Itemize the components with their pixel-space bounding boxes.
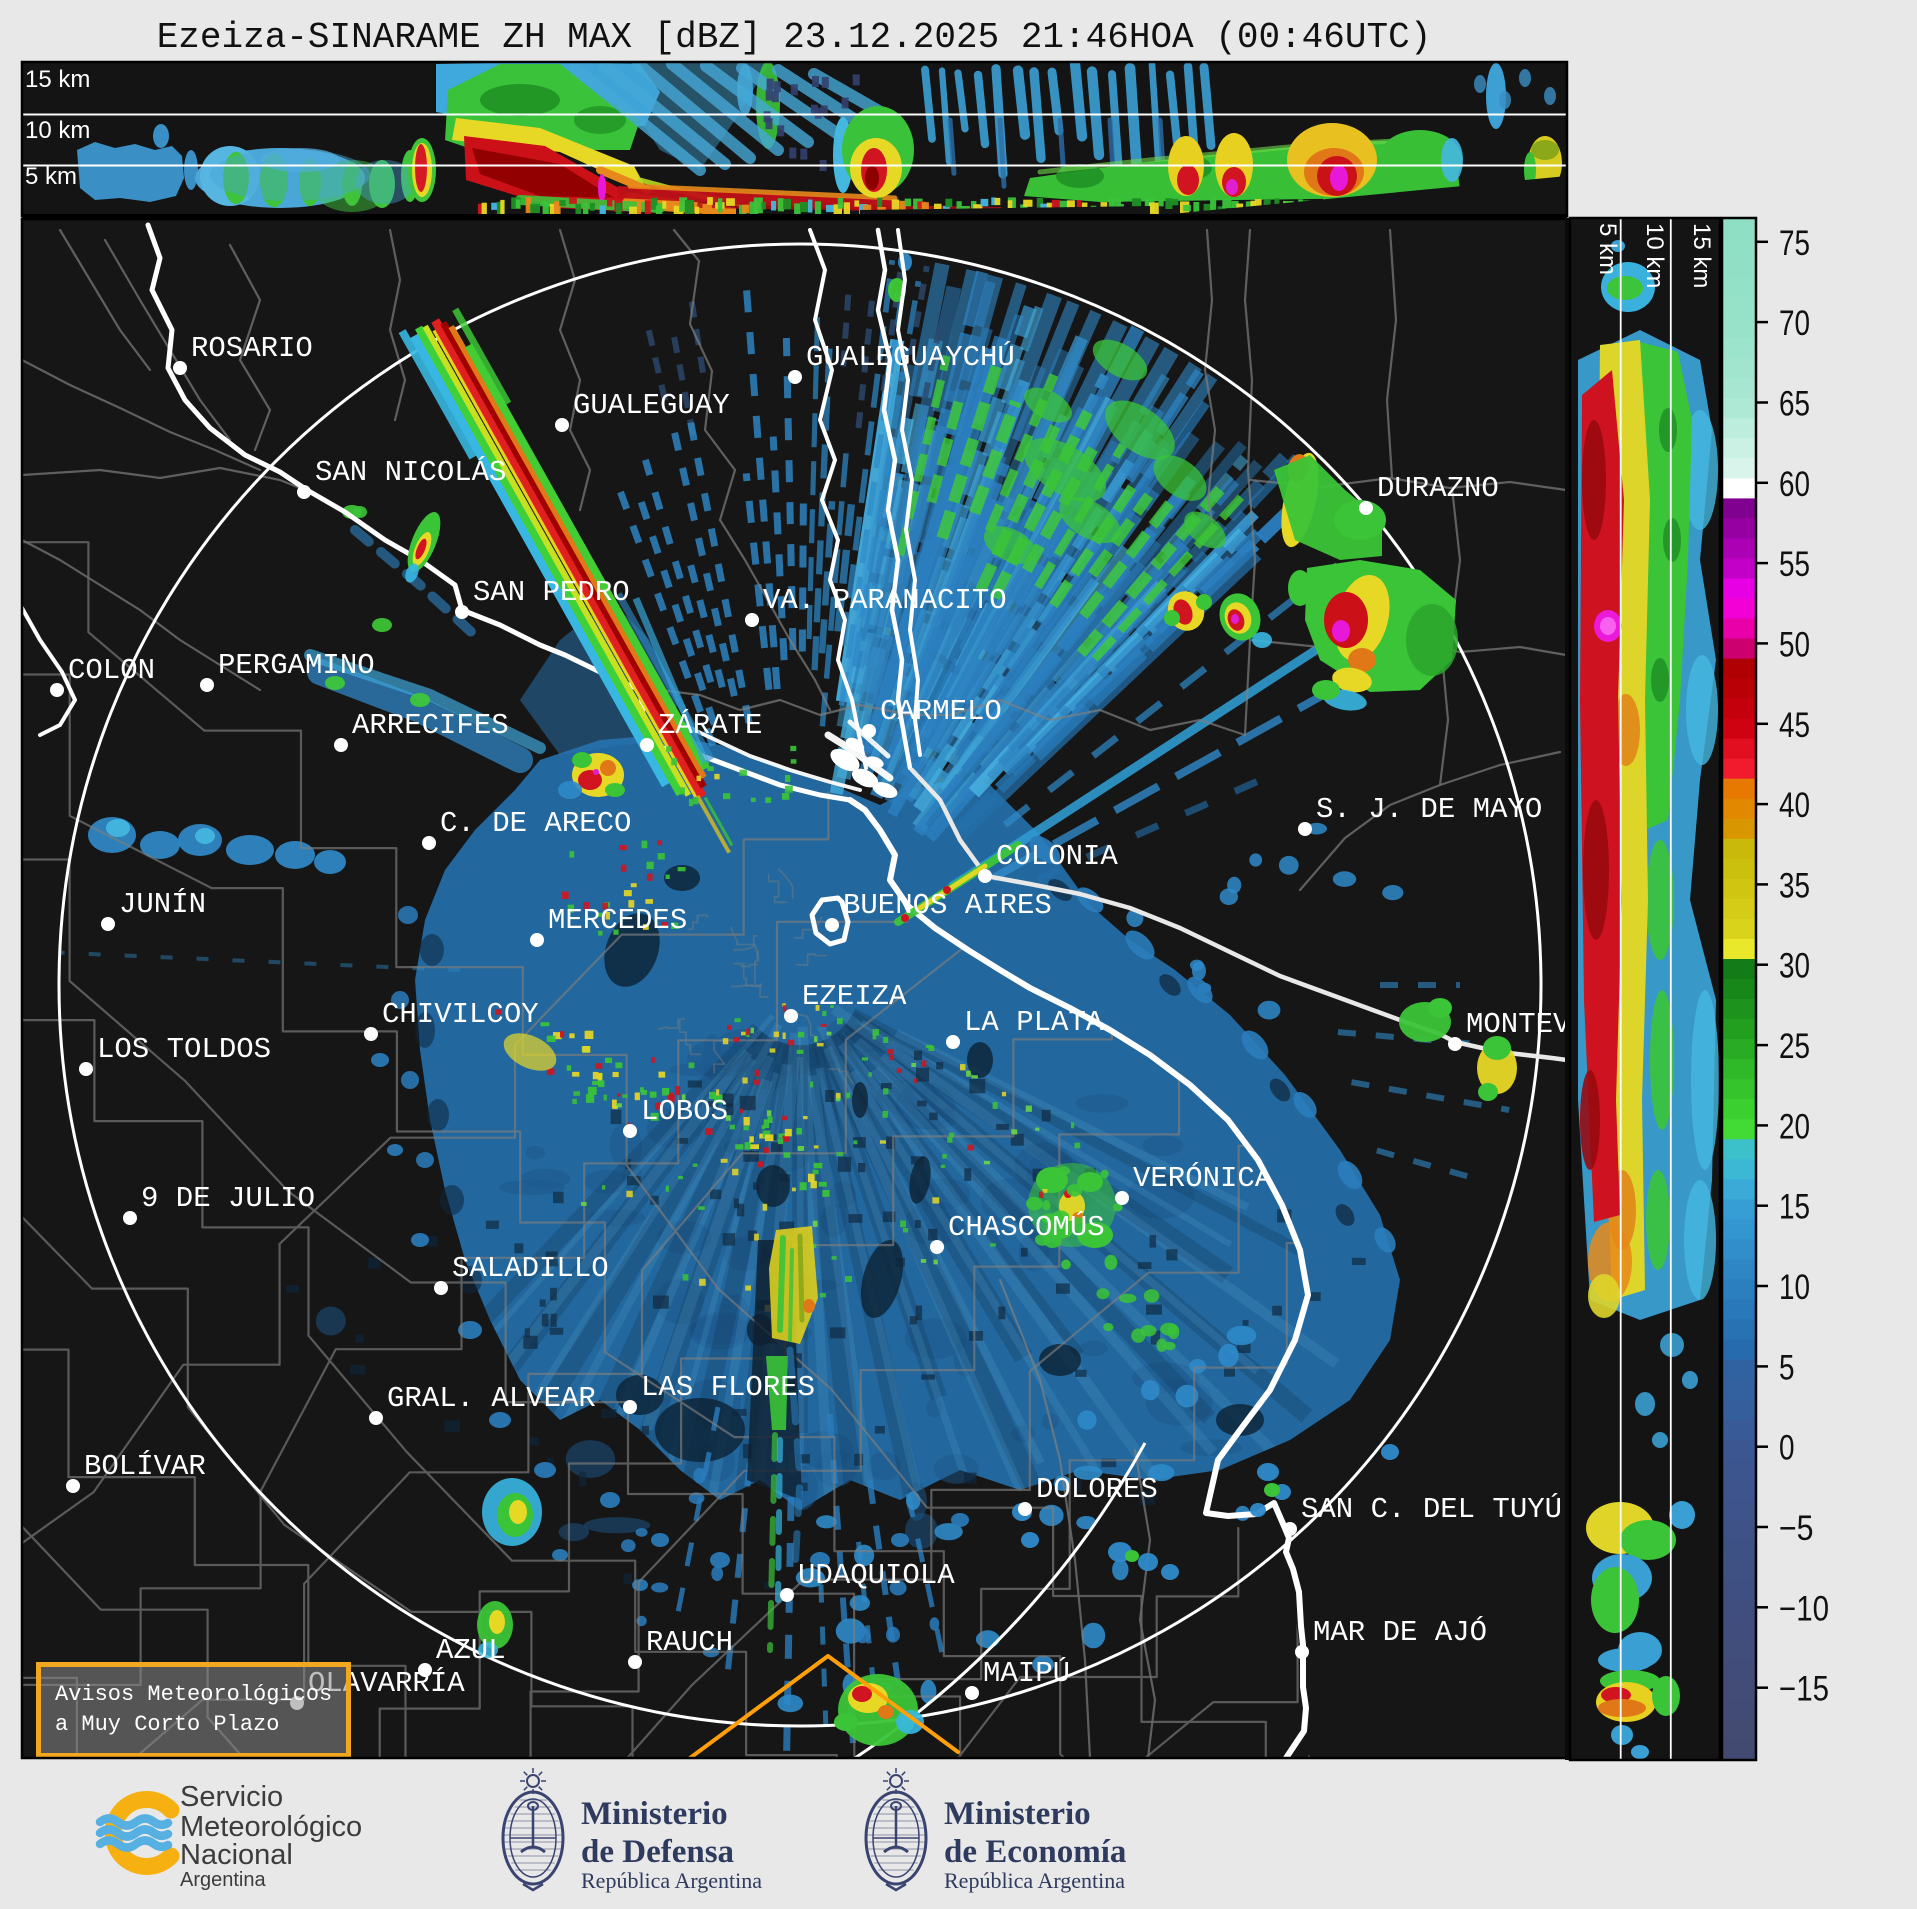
- svg-text:5: 5: [1779, 1348, 1795, 1387]
- svg-text:65: 65: [1779, 385, 1810, 424]
- svg-text:República Argentina: República Argentina: [581, 1868, 762, 1893]
- svg-text:5 km: 5 km: [1594, 223, 1621, 275]
- svg-text:DURAZNO: DURAZNO: [1377, 472, 1499, 505]
- svg-text:ZÁRATE: ZÁRATE: [658, 708, 762, 742]
- svg-text:DOLORES: DOLORES: [1036, 1473, 1158, 1506]
- svg-text:Nacional: Nacional: [180, 1839, 293, 1871]
- svg-text:República Argentina: República Argentina: [944, 1868, 1125, 1893]
- svg-text:LOS TOLDOS: LOS TOLDOS: [97, 1033, 271, 1066]
- svg-text:UDAQUIOLA: UDAQUIOLA: [798, 1559, 955, 1592]
- svg-text:−15: −15: [1779, 1670, 1829, 1709]
- svg-text:Meteorológico: Meteorológico: [180, 1811, 362, 1843]
- svg-text:MERCEDES: MERCEDES: [548, 904, 687, 937]
- svg-text:a Muy Corto Plazo: a Muy Corto Plazo: [55, 1712, 279, 1737]
- svg-text:−5: −5: [1779, 1509, 1814, 1548]
- svg-text:JUNÍN: JUNÍN: [119, 887, 206, 921]
- svg-text:COLON: COLON: [68, 654, 155, 687]
- svg-text:GUALEGUAY: GUALEGUAY: [573, 389, 730, 422]
- svg-text:ROSARIO: ROSARIO: [191, 332, 313, 365]
- svg-text:25: 25: [1779, 1027, 1810, 1066]
- svg-text:15 km: 15 km: [25, 66, 90, 93]
- svg-text:SAN C. DEL TUYÚ: SAN C. DEL TUYÚ: [1301, 1492, 1562, 1526]
- svg-text:LOBOS: LOBOS: [641, 1095, 728, 1128]
- svg-text:SAN PEDRO: SAN PEDRO: [473, 576, 630, 609]
- svg-text:PERGAMINO: PERGAMINO: [218, 649, 375, 682]
- svg-text:9 DE JULIO: 9 DE JULIO: [141, 1182, 315, 1215]
- svg-text:GUALEGUAYCHÚ: GUALEGUAYCHÚ: [806, 340, 1015, 374]
- svg-text:55: 55: [1779, 545, 1810, 584]
- svg-text:Ministerio: Ministerio: [944, 1796, 1091, 1832]
- svg-text:40: 40: [1779, 786, 1810, 825]
- svg-text:CHASCOMÚS: CHASCOMÚS: [948, 1210, 1105, 1244]
- svg-text:MONTEV: MONTEV: [1466, 1008, 1571, 1041]
- svg-text:Servicio: Servicio: [180, 1781, 283, 1813]
- svg-text:Avisos Meteorológicos: Avisos Meteorológicos: [55, 1682, 332, 1707]
- svg-text:C. DE ARECO: C. DE ARECO: [440, 807, 631, 840]
- svg-text:75: 75: [1779, 224, 1810, 263]
- svg-text:15 km: 15 km: [1688, 223, 1715, 288]
- svg-text:35: 35: [1779, 866, 1810, 905]
- svg-text:Ezeiza-SINARAME ZH MAX [dBZ] 2: Ezeiza-SINARAME ZH MAX [dBZ] 23.12.2025 …: [157, 17, 1432, 58]
- svg-text:10: 10: [1779, 1268, 1810, 1307]
- svg-text:0: 0: [1779, 1429, 1795, 1468]
- svg-text:45: 45: [1779, 706, 1810, 745]
- svg-text:AZUL: AZUL: [436, 1634, 506, 1667]
- svg-text:70: 70: [1779, 304, 1810, 343]
- svg-text:50: 50: [1779, 625, 1810, 664]
- svg-text:BUENOS AIRES: BUENOS AIRES: [843, 889, 1052, 922]
- svg-text:60: 60: [1779, 465, 1810, 504]
- svg-text:CARMELO: CARMELO: [880, 695, 1002, 728]
- svg-text:ARRECIFES: ARRECIFES: [352, 709, 509, 742]
- svg-text:de Defensa: de Defensa: [581, 1834, 734, 1870]
- svg-text:30: 30: [1779, 947, 1810, 986]
- svg-text:10 km: 10 km: [25, 117, 90, 144]
- svg-text:LAS FLORES: LAS FLORES: [641, 1371, 815, 1404]
- svg-text:LA PLATA: LA PLATA: [964, 1006, 1104, 1039]
- svg-text:MAR DE AJÓ: MAR DE AJÓ: [1313, 1615, 1487, 1649]
- svg-text:−10: −10: [1779, 1589, 1829, 1628]
- svg-text:10 km: 10 km: [1641, 223, 1668, 288]
- svg-text:20: 20: [1779, 1107, 1810, 1146]
- svg-text:CHIVILCOY: CHIVILCOY: [382, 998, 539, 1031]
- svg-text:VERÓNICA: VERÓNICA: [1133, 1161, 1273, 1195]
- svg-text:5 km: 5 km: [25, 163, 77, 190]
- svg-text:BOLÍVAR: BOLÍVAR: [84, 1449, 206, 1483]
- svg-text:15: 15: [1779, 1188, 1810, 1227]
- svg-text:S. J. DE MAYO: S. J. DE MAYO: [1316, 793, 1542, 826]
- svg-text:GRAL. ALVEAR: GRAL. ALVEAR: [387, 1382, 596, 1415]
- svg-text:COLONIA: COLONIA: [996, 840, 1118, 873]
- svg-text:RAUCH: RAUCH: [646, 1626, 733, 1659]
- svg-text:MAIPÚ: MAIPÚ: [983, 1656, 1070, 1690]
- svg-text:EZEIZA: EZEIZA: [802, 980, 907, 1013]
- svg-text:SALADILLO: SALADILLO: [452, 1252, 609, 1285]
- svg-text:SAN NICOLÁS: SAN NICOLÁS: [315, 455, 506, 489]
- svg-text:Argentina: Argentina: [180, 1869, 266, 1891]
- svg-text:de Economía: de Economía: [944, 1834, 1126, 1870]
- svg-text:VA. PARANACITO: VA. PARANACITO: [763, 584, 1007, 617]
- svg-text:Ministerio: Ministerio: [581, 1796, 728, 1832]
